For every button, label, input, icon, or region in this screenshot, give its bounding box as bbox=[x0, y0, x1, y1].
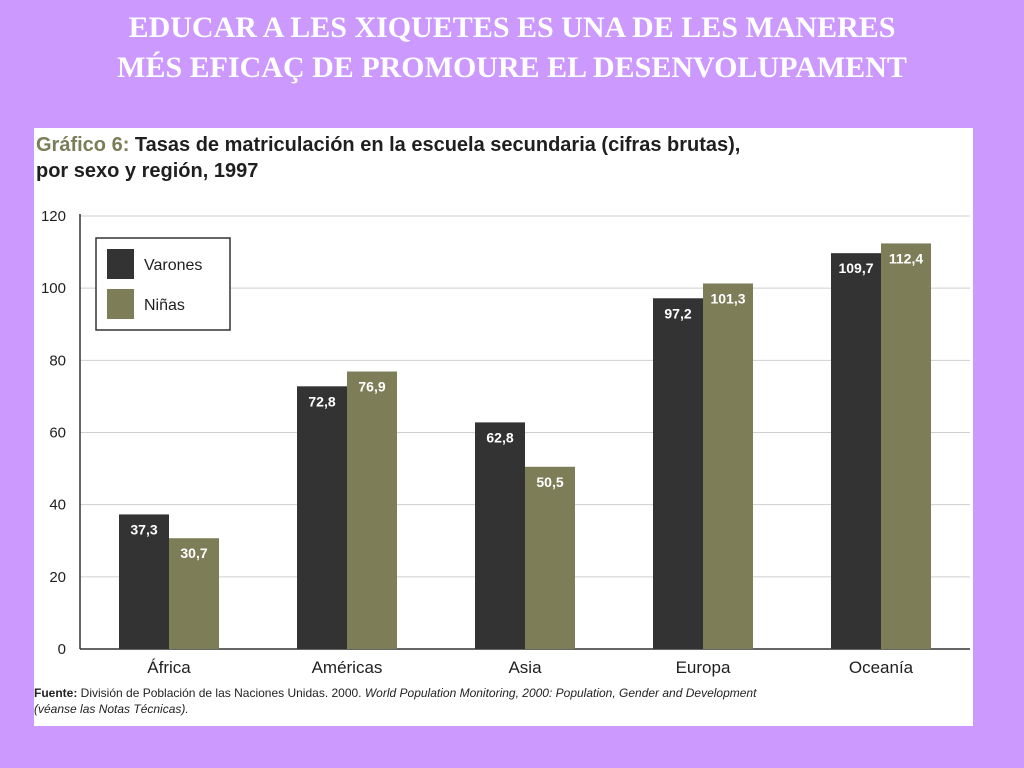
source-label: Fuente: bbox=[34, 686, 78, 700]
bar-varones-4 bbox=[831, 253, 881, 649]
chart-title-line-1: Tasas de matriculación en la escuela sec… bbox=[134, 134, 741, 156]
y-tick-label-0: 0 bbox=[58, 641, 66, 658]
bar-varones-1 bbox=[297, 386, 347, 649]
legend-label-ninas: Niñas bbox=[144, 297, 185, 314]
bar-ninas-4 bbox=[881, 243, 931, 649]
value-label-ninas-1: 76,9 bbox=[358, 379, 385, 395]
chart-title-line-2: por sexo y región, 1997 bbox=[36, 160, 259, 182]
value-label-varones-1: 72,8 bbox=[308, 393, 335, 409]
slide-title-line-2: MÉS EFICAÇ DE PROMOURE EL DESENVOLUPAMEN… bbox=[117, 51, 907, 84]
bars bbox=[119, 243, 931, 649]
chart-title: Gráfico 6: Tasas de matriculación en la … bbox=[36, 132, 740, 184]
bar-varones-2 bbox=[475, 422, 525, 649]
slide-title-line-1: EDUCAR A LES XIQUETES ES UNA DE LES MANE… bbox=[128, 11, 896, 44]
bar-chart: 0 20 40 60 80 100 120 37,3 30,7 África 72,8 76,9 Amé… bbox=[41, 208, 970, 677]
source-line-2: (véanse las Notas Técnicas). bbox=[34, 702, 189, 716]
bar-varones-0 bbox=[119, 514, 169, 649]
value-label-ninas-2: 50,5 bbox=[536, 474, 563, 490]
bar-ninas-1 bbox=[347, 371, 397, 649]
y-tick-label-60: 60 bbox=[49, 425, 66, 442]
category-label-4: Oceanía bbox=[849, 658, 914, 677]
value-label-varones-4: 109,7 bbox=[838, 260, 873, 276]
value-label-ninas-0: 30,7 bbox=[180, 545, 207, 561]
slide-title: EDUCAR A LES XIQUETES ES UNA DE LES MANE… bbox=[0, 8, 1024, 88]
value-label-ninas-3: 101,3 bbox=[710, 290, 745, 306]
bar-ninas-3 bbox=[703, 283, 753, 649]
y-tick-label-20: 20 bbox=[49, 569, 66, 586]
category-label-0: África bbox=[147, 658, 191, 677]
category-label-3: Europa bbox=[676, 658, 731, 677]
value-label-varones-0: 37,3 bbox=[130, 521, 157, 537]
legend-swatch-ninas bbox=[107, 289, 134, 319]
source-italic: World Population Monitoring, 2000: Popul… bbox=[364, 686, 757, 700]
y-tick-label-40: 40 bbox=[49, 497, 66, 514]
legend-label-varones: Varones bbox=[144, 257, 202, 274]
value-label-varones-3: 97,2 bbox=[664, 305, 691, 321]
bar-varones-3 bbox=[653, 298, 703, 649]
source-note: Fuente: División de Población de las Nac… bbox=[34, 685, 964, 717]
legend-swatch-varones bbox=[107, 249, 134, 279]
chart-title-lead: Gráfico 6: bbox=[36, 134, 130, 156]
legend: Varones Niñas bbox=[95, 237, 231, 331]
value-label-ninas-4: 112,4 bbox=[889, 250, 923, 266]
category-label-2: Asia bbox=[508, 658, 542, 677]
category-label-1: Américas bbox=[312, 658, 383, 677]
bar-ninas-0 bbox=[169, 538, 219, 649]
y-tick-label-120: 120 bbox=[41, 208, 66, 225]
source-text: División de Población de las Naciones Un… bbox=[77, 686, 365, 700]
value-label-varones-2: 62,8 bbox=[486, 429, 513, 445]
y-tick-label-100: 100 bbox=[41, 280, 66, 297]
y-tick-label-80: 80 bbox=[49, 352, 66, 369]
bar-ninas-2 bbox=[525, 466, 575, 649]
labels: 0 20 40 60 80 100 120 37,3 30,7 África 72,8 76,9 Amé… bbox=[41, 208, 923, 677]
chart-panel: Gráfico 6: Tasas de matriculación en la … bbox=[34, 128, 973, 726]
